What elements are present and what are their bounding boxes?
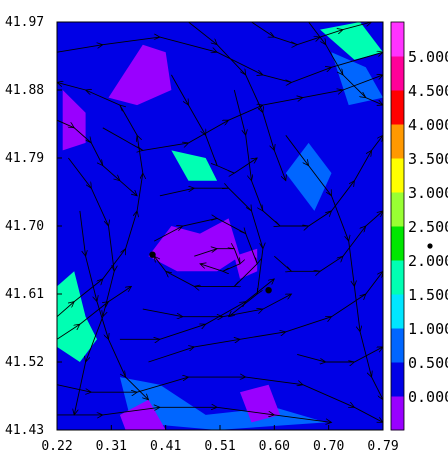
colorbar-tick-label-3: 1.500 <box>408 286 448 304</box>
colorbar <box>390 21 405 431</box>
x-tick-label-5: 0.70 <box>313 439 344 454</box>
streamline-17 <box>171 74 257 173</box>
colorbar-tick-label-1: 0.500 <box>408 354 448 372</box>
streamlines <box>57 22 383 422</box>
x-tick-label-4: 0.60 <box>259 439 290 454</box>
streamline-18 <box>119 279 274 339</box>
colorbar-frame <box>390 21 405 431</box>
colorbar-swatch-6 <box>391 192 404 227</box>
y-tick-label-0: 41.97 <box>5 15 44 30</box>
colorbar-swatch-2 <box>391 328 404 363</box>
colorbar-tick-label-9: 4.500 <box>408 82 448 100</box>
colorbar-swatch-10 <box>391 56 404 91</box>
y-axis-ticks: 41.97 41.88 41.79 41.70 41.61 41.52 41.43 <box>5 15 62 438</box>
streamline-21 <box>194 249 240 272</box>
colorbar-swatch-11 <box>391 22 404 57</box>
colorbar-swatch-3 <box>391 294 404 329</box>
colorbar-tick-label-2: 1.000 <box>408 320 448 338</box>
streamline-16 <box>79 210 149 400</box>
streamline-20 <box>57 119 137 196</box>
streamline-13 <box>285 135 383 400</box>
streamline-22 <box>251 22 372 45</box>
x-tick-label-6: 0.79 <box>367 439 398 454</box>
y-tick-label-6: 41.43 <box>5 423 44 438</box>
marker-point-1 <box>265 287 272 294</box>
colorbar-swatch-4 <box>391 260 404 295</box>
colorbar-tick-label-6: 3.000 <box>408 184 448 202</box>
colorbar-tick-label-10: 5.000 <box>408 48 448 66</box>
colorbar-tick-label-0: 0.000 <box>408 388 448 406</box>
colorbar-tick-label-4: 2.000 <box>408 252 448 270</box>
colorbar-tick-label-8: 4.000 <box>408 116 448 134</box>
y-tick-label-2: 41.79 <box>5 151 44 166</box>
colorbar-tick-label-5: 2.500 <box>408 218 448 236</box>
y-tick-label-5: 41.52 <box>5 355 44 370</box>
colorbar-swatch-5 <box>391 226 404 261</box>
colorbar-swatch-1 <box>391 362 404 397</box>
colorbar-side-dot <box>427 243 433 249</box>
colorbar-tick-label-7: 3.500 <box>408 150 448 168</box>
y-tick-label-1: 41.88 <box>5 83 44 98</box>
markers <box>149 251 272 294</box>
x-axis-ticks: 0.22 0.31 0.41 0.51 0.60 0.70 0.79 <box>41 425 399 454</box>
colorbar-swatch-0 <box>391 396 404 431</box>
x-tick-label-1: 0.31 <box>96 439 127 454</box>
colorbar-swatch-9 <box>391 90 404 125</box>
colorbar-swatch-8 <box>391 124 404 159</box>
colorbar-swatch-7 <box>391 158 404 193</box>
x-tick-label-2: 0.41 <box>150 439 181 454</box>
marker-point-0 <box>149 251 156 258</box>
streamline-19 <box>297 347 383 362</box>
y-tick-label-4: 41.61 <box>5 287 44 302</box>
streamline-14 <box>188 22 286 181</box>
plot-area <box>57 22 383 430</box>
x-tick-label-3: 0.51 <box>204 439 235 454</box>
y-tick-label-3: 41.70 <box>5 219 44 234</box>
x-tick-label-0: 0.22 <box>41 439 72 454</box>
colorbar-ticks: 0.000 0.500 1.000 1.500 2.000 2.500 3.000 3.500… <box>408 48 448 406</box>
